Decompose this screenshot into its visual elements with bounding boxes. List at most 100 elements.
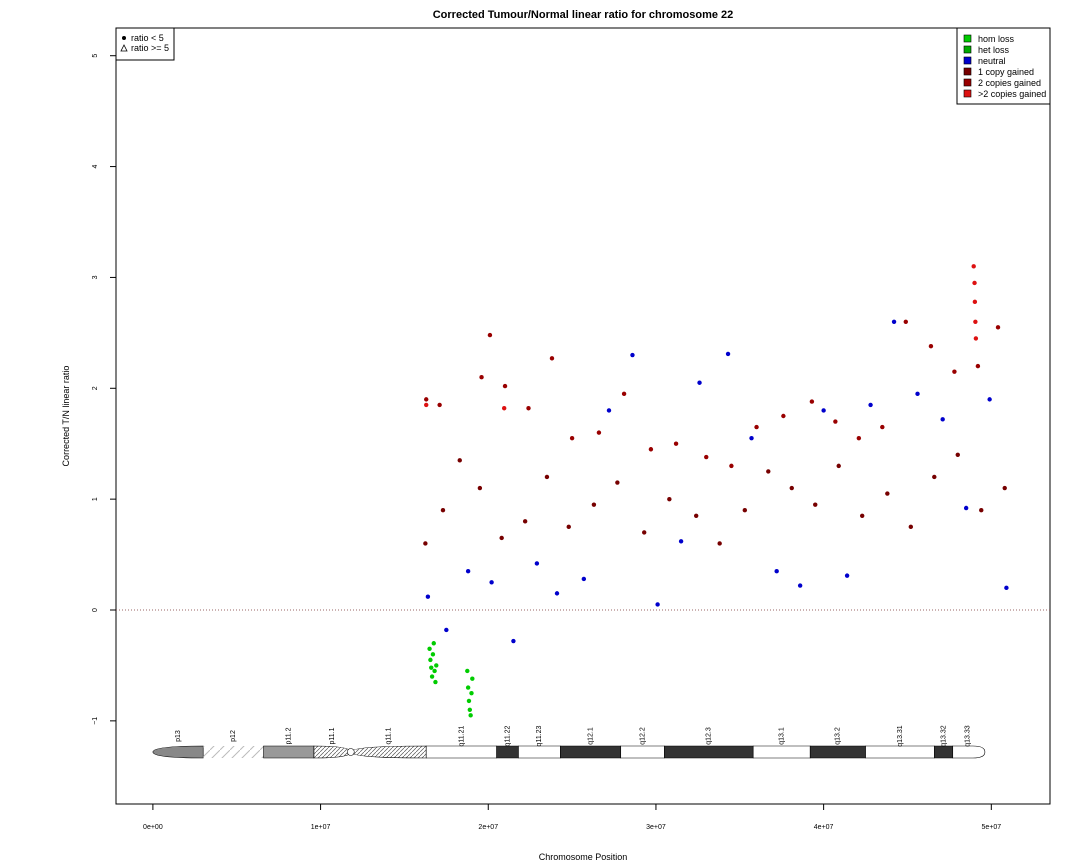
- data-point: [844, 573, 850, 578]
- ideogram-band-label: p13: [175, 730, 182, 742]
- data-point: [648, 447, 654, 452]
- data-point: [437, 402, 442, 408]
- ideogram-band: [752, 745, 811, 759]
- data-point: [963, 505, 969, 511]
- data-point: [915, 391, 920, 397]
- ideogram-band: [933, 745, 954, 759]
- data-point: [856, 435, 862, 441]
- ideogram-band: [560, 745, 622, 759]
- data-point: [479, 375, 484, 380]
- data-point: [754, 424, 759, 430]
- y-tick-label: −1: [92, 717, 99, 725]
- color-legend-label: 2 copies gained: [978, 78, 1041, 88]
- ideogram-band-label: p12: [230, 730, 237, 742]
- x-tick-label: 5e+07: [981, 824, 1001, 831]
- data-point: [502, 383, 508, 389]
- x-tick-label: 0e+00: [143, 824, 163, 831]
- x-tick-label: 2e+07: [478, 824, 498, 831]
- data-point: [885, 491, 890, 496]
- data-point: [717, 541, 722, 546]
- data-point: [821, 408, 826, 413]
- data-point: [987, 397, 992, 402]
- data-point: [429, 674, 435, 679]
- ideogram-band-label: q12.2: [639, 727, 646, 745]
- data-point: [940, 417, 945, 422]
- data-point: [979, 508, 984, 513]
- data-point: [566, 524, 571, 530]
- data-point: [430, 652, 436, 657]
- data-point: [487, 332, 493, 338]
- data-point: [581, 576, 587, 582]
- data-point: [908, 524, 914, 530]
- legend-swatch: [963, 89, 972, 98]
- data-point: [781, 413, 786, 419]
- data-point: [606, 408, 612, 413]
- data-point: [432, 668, 437, 674]
- data-point: [704, 454, 709, 460]
- ideogram-band-label: q12.1: [587, 727, 594, 745]
- legend-swatch: [963, 56, 972, 65]
- data-point: [859, 513, 865, 518]
- ideogram-band-label: q11.23: [536, 725, 543, 746]
- data-point: [973, 319, 978, 324]
- data-point: [465, 685, 471, 690]
- data-point: [423, 541, 428, 546]
- data-point: [972, 299, 978, 305]
- data-point: [1002, 485, 1007, 491]
- data-point: [742, 508, 748, 513]
- series--2-copies-gained: [424, 264, 979, 411]
- legend-marker-circle: [122, 36, 126, 40]
- data-point: [444, 627, 449, 633]
- color-legend-label: hom loss: [978, 34, 1015, 44]
- data-point: [465, 668, 470, 674]
- series-1-copy-gained: [423, 452, 1007, 546]
- data-point: [470, 676, 475, 681]
- data-point: [469, 690, 474, 696]
- ideogram-band: [809, 745, 866, 759]
- data-point: [457, 458, 462, 463]
- data-point: [973, 336, 979, 341]
- data-point: [972, 280, 977, 286]
- series-2-copies-gained: [424, 319, 1001, 469]
- data-point: [499, 535, 504, 541]
- y-tick-label: 1: [92, 497, 99, 501]
- data-point: [427, 646, 432, 651]
- data-point: [434, 663, 439, 668]
- data-point: [501, 406, 507, 411]
- data-point: [489, 580, 494, 585]
- data-point: [955, 452, 960, 457]
- ideogram-band: [263, 745, 315, 759]
- ideogram-band: [496, 745, 519, 759]
- ideogram-band: [664, 745, 754, 759]
- y-axis-label: Corrected T/N linear ratio: [61, 366, 71, 467]
- series-neutral: [425, 319, 1009, 644]
- ideogram-band: [203, 746, 264, 758]
- x-axis-label: Chromosome Position: [539, 852, 628, 862]
- data-point: [995, 325, 1001, 330]
- data-point: [809, 399, 815, 404]
- data-point: [468, 713, 473, 718]
- data-point: [429, 665, 434, 670]
- data-point: [928, 343, 934, 349]
- axes: 0e+00 1e+07 2e+07 3e+07 4e+07 5e+07 −1 0 1 2 3 4 5: [92, 54, 1001, 831]
- data-point: [440, 508, 446, 513]
- ideogram-band: [425, 745, 497, 759]
- centromere: [346, 748, 355, 756]
- data-point: [621, 391, 627, 397]
- data-point: [428, 657, 433, 663]
- data-point: [667, 496, 672, 502]
- ideogram-band-label: q12.3: [706, 727, 713, 745]
- data-point: [431, 641, 436, 646]
- x-tick-label: 4e+07: [814, 824, 834, 831]
- data-point: [903, 319, 908, 324]
- ideogram-band-label: q11.22: [504, 725, 511, 746]
- ideogram-band-label: q11.21: [458, 725, 465, 746]
- legend-swatch: [963, 45, 972, 54]
- legend-marker-triangle: [120, 44, 128, 52]
- data-point: [544, 474, 550, 480]
- data-point: [642, 530, 647, 535]
- color-legend-box: [956, 27, 1051, 105]
- legend-swatch: [963, 34, 972, 43]
- data-point: [813, 502, 818, 507]
